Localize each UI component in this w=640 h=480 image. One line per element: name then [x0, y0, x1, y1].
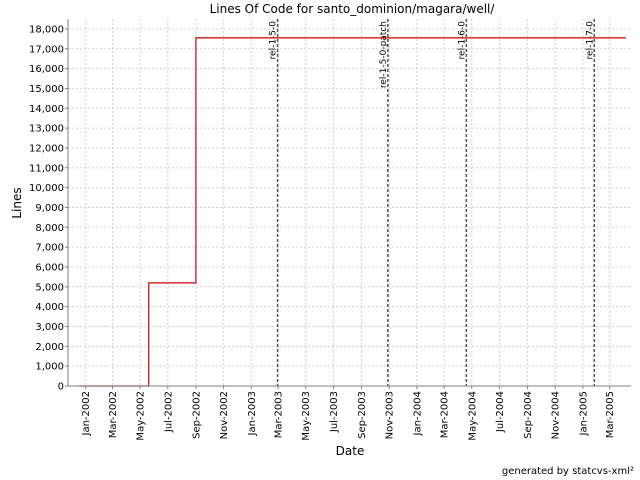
x-tick-label: Mar-2003: [274, 391, 285, 438]
y-tick-label: 9,000: [35, 203, 64, 214]
y-tick-label: 2,000: [35, 342, 64, 353]
y-tick-label: 0: [58, 382, 64, 393]
y-tick-label: 17,000: [29, 44, 64, 55]
x-axis-label: Date: [336, 444, 365, 458]
y-tick-label: 6,000: [35, 262, 64, 273]
y-tick-label: 12,000: [29, 143, 64, 154]
y-axis-label: Lines: [10, 187, 24, 218]
x-tick-label: Sep-2002: [191, 391, 202, 439]
release-marker-label: rel-1-6-0: [457, 21, 467, 60]
x-tick-label: Jul-2003: [329, 391, 340, 433]
y-tick-label: 3,000: [35, 322, 64, 333]
x-tick-label: Jan-2003: [247, 391, 258, 436]
grid-lines: [68, 19, 631, 387]
y-tick-label: 13,000: [29, 124, 64, 135]
x-tick-label: Jan-2004: [412, 391, 423, 436]
x-tick-label: Nov-2002: [219, 391, 230, 439]
y-tick-label: 1,000: [35, 362, 64, 373]
release-marker-label: rel-1-5-0: [269, 21, 279, 60]
axes: 0 1,000 2,000 3,000 4,000 5,000 6,000 7,000 8,00…: [29, 19, 631, 441]
x-tick-label: Jan-2002: [81, 391, 92, 436]
y-tick-label: 5,000: [35, 282, 64, 293]
x-tick-label: May-2002: [136, 391, 147, 441]
x-tick-label: Sep-2003: [357, 391, 368, 439]
y-tick-label: 11,000: [29, 163, 64, 174]
release-marker-label: rel-1-7-0: [585, 21, 595, 60]
x-tick-label: Jul-2002: [163, 391, 174, 433]
x-tick-label: Sep-2004: [523, 391, 534, 439]
y-tick-label: 14,000: [29, 104, 64, 115]
x-tick-label: Mar-2004: [440, 391, 451, 438]
y-tick-label: 4,000: [35, 302, 64, 313]
x-tick-label: Nov-2004: [551, 391, 562, 439]
y-tick-label: 16,000: [29, 64, 64, 75]
footer-credit: generated by statcvs-xml²: [502, 466, 634, 477]
x-tick-label: Nov-2003: [385, 391, 396, 439]
plot-area: [68, 19, 631, 386]
release-markers: rel-1-5-0 rel-1-5-0-patch rel-1-6-0 rel-1-7…: [269, 19, 595, 386]
y-tick-label: 7,000: [35, 243, 64, 254]
y-tick-label: 8,000: [35, 223, 64, 234]
x-tick-label: May-2004: [467, 391, 478, 441]
x-tick-label: Mar-2005: [605, 391, 616, 438]
x-tick-label: Jul-2004: [495, 391, 506, 433]
x-tick-label: Jan-2005: [578, 391, 589, 436]
y-tick-label: 18,000: [29, 24, 64, 35]
y-tick-label: 10,000: [29, 183, 64, 194]
x-tick-label: Mar-2002: [108, 391, 119, 438]
release-marker-label: rel-1-5-0-patch: [379, 21, 389, 88]
x-tick-label: May-2003: [301, 391, 312, 441]
y-tick-label: 15,000: [29, 84, 64, 95]
chart-title: Lines Of Code for santo_dominion/magara/…: [210, 2, 496, 16]
